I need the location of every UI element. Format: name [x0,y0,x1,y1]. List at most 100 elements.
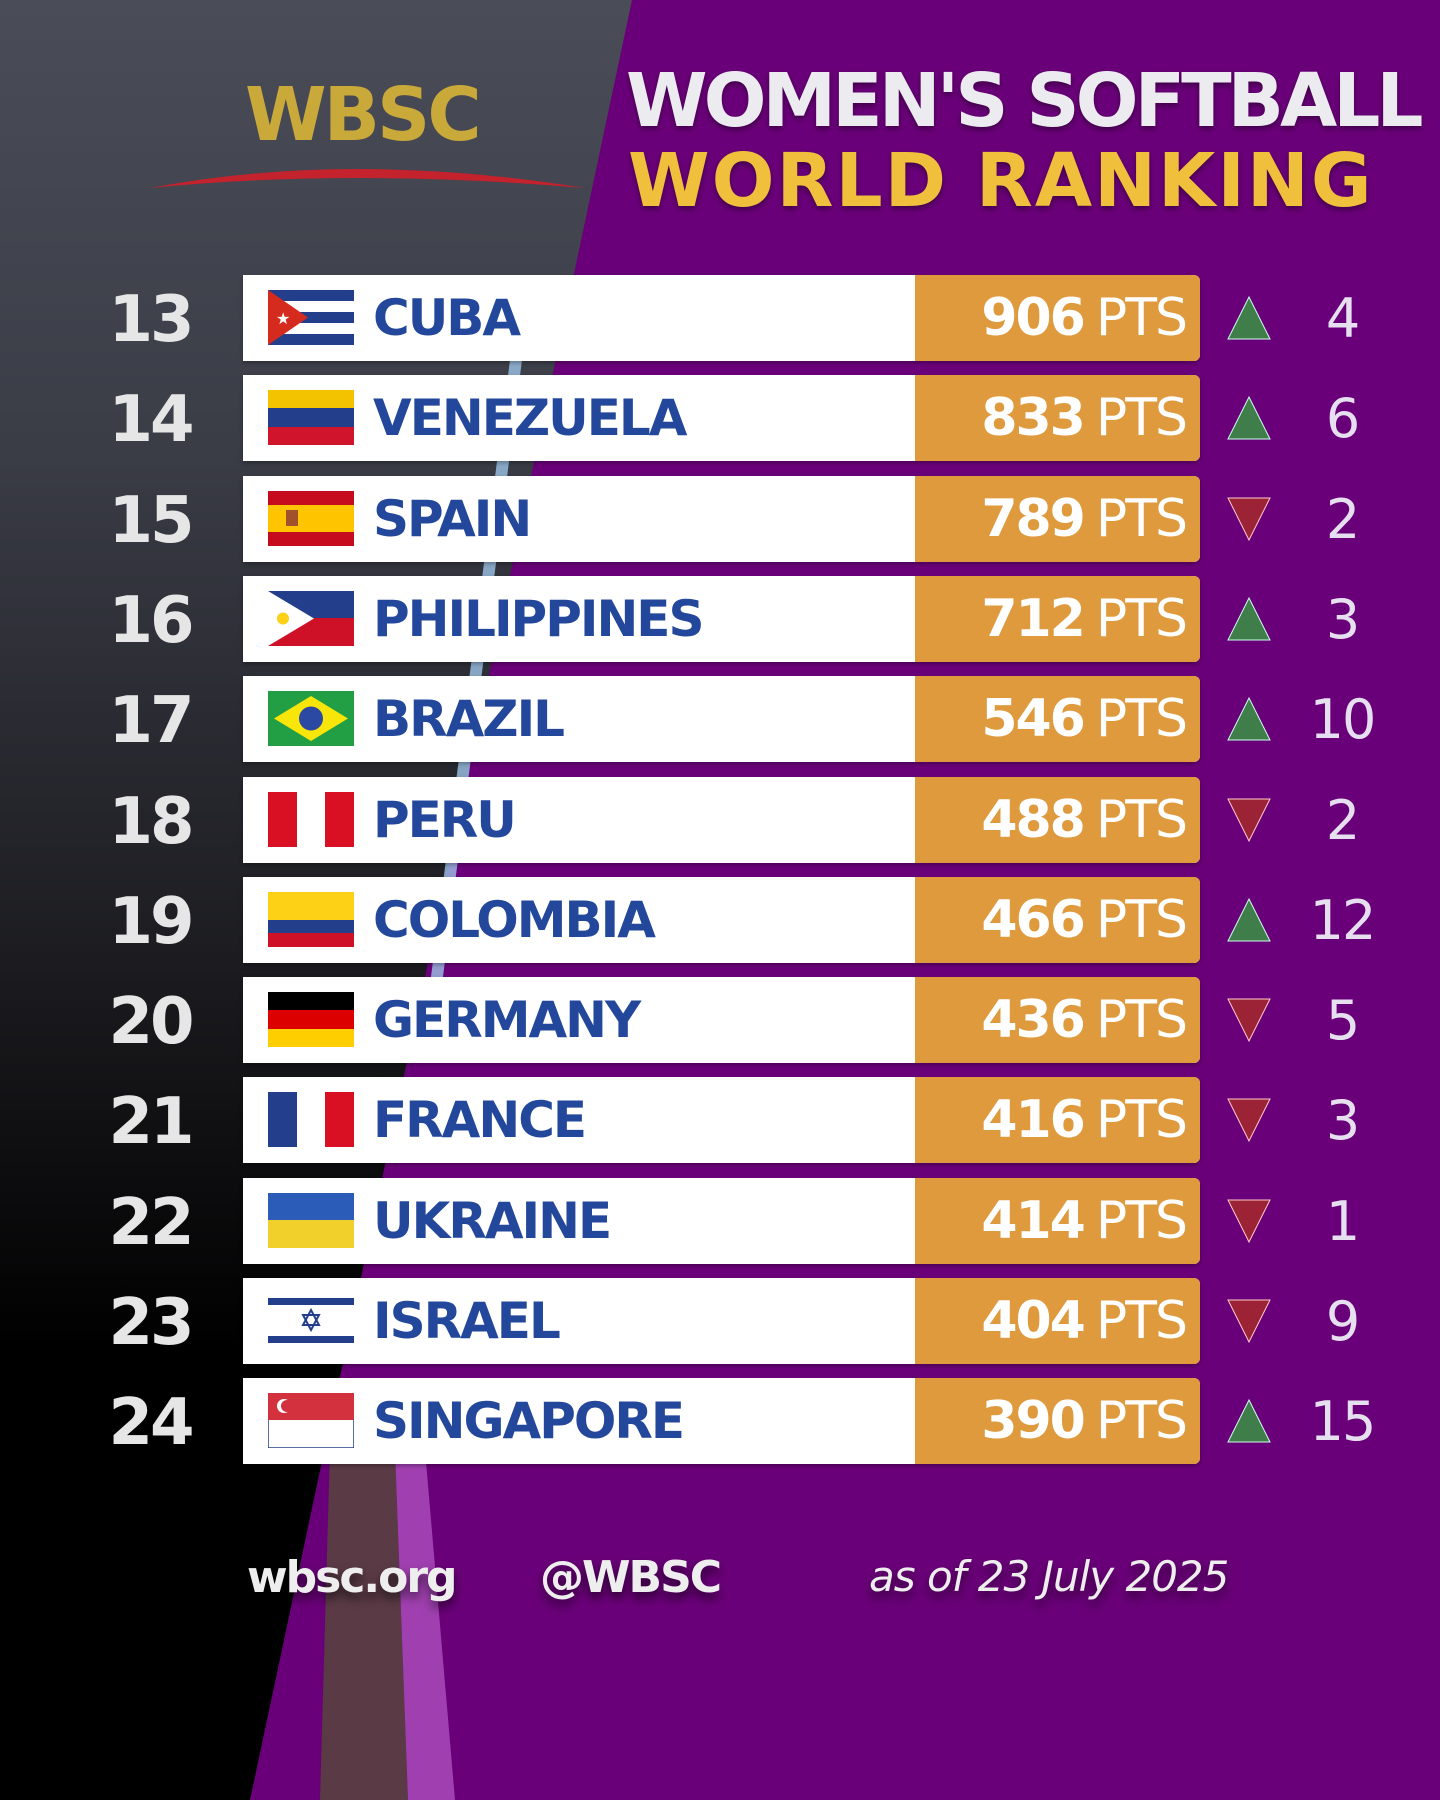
country-name: COLOMBIA [373,890,656,949]
country-bar: SPAIN 789 PTS [243,475,1200,562]
footer-handle[interactable]: @WBSC [540,1552,722,1603]
points-value: 414 [981,1190,1086,1251]
ranking-row: 15 SPAIN 789 PTS 2 [0,475,1440,562]
country-bar: COLOMBIA 466 PTS [243,876,1200,963]
rank-change: 4 [1325,287,1360,350]
rank-number: 15 [108,483,194,558]
cuba-flag-icon: ★ [268,290,354,345]
ranking-row: 19 COLOMBIA 466 PTS 12 [0,876,1440,963]
points-box: 789 PTS [915,475,1200,562]
ranking-row: 24 SINGAPORE 390 PTS 15 [0,1378,1440,1465]
ranking-row: 21 FRANCE 416 PTS 3 [0,1077,1440,1164]
country-bar: UKRAINE 414 PTS [243,1177,1200,1264]
rank-change: 2 [1325,487,1360,551]
points-label: PTS [1095,488,1188,549]
rank-number: 18 [108,784,194,859]
footer-website[interactable]: wbsc.org [247,1552,458,1603]
arrow-up-icon [1227,596,1271,641]
ranking-row: 22 UKRAINE 414 PTS 1 [0,1177,1440,1264]
ranking-row: 23 ISRAEL 404 PTS 9 [0,1278,1440,1364]
rank-change: 5 [1325,989,1360,1053]
philippines-flag-icon [268,590,354,646]
peru-flag-icon [268,791,354,847]
rank-change: 6 [1325,387,1360,451]
rank-number: 23 [108,1286,194,1360]
points-value: 833 [981,388,1086,449]
rank-number: 21 [108,1085,194,1160]
logo-swoosh-icon [150,169,585,188]
points-label: PTS [1095,1291,1188,1351]
rank-change: 3 [1325,587,1360,651]
points-box: 404 PTS [915,1278,1200,1364]
points-label: PTS [1095,990,1188,1051]
country-bar: BRAZIL 546 PTS [243,676,1200,763]
singapore-flag-icon [268,1393,354,1449]
points-value: 789 [981,488,1086,549]
rank-change: 9 [1325,1290,1360,1353]
points-value: 906 [981,288,1086,348]
arrow-up-icon [1227,1399,1271,1443]
colombia-flag-icon [268,891,354,947]
points-box: 466 PTS [915,876,1200,963]
points-label: PTS [1095,1090,1188,1151]
country-bar: VENEZUELA 833 PTS [243,375,1200,462]
rank-number: 13 [108,283,194,357]
points-label: PTS [1095,1190,1188,1251]
country-name: FRANCE [373,1091,587,1150]
country-name: ISRAEL [373,1292,561,1350]
points-value: 390 [981,1391,1086,1452]
rank-number: 16 [108,583,194,658]
country-bar: SINGAPORE 390 PTS [243,1378,1200,1465]
rank-number: 20 [108,985,194,1060]
wbsc-logo: WBSC [245,72,482,158]
ranking-row: 18 PERU 488 PTS 2 [0,776,1440,863]
points-box: 436 PTS [915,977,1200,1064]
country-name: PERU [373,790,517,849]
rank-number: 17 [108,684,194,759]
country-bar: PHILIPPINES 712 PTS [243,575,1200,662]
points-label: PTS [1095,388,1188,449]
rank-number: 14 [108,383,194,458]
rank-change: 10 [1309,688,1377,752]
arrow-up-icon [1227,897,1271,942]
title-line-1: WOMEN'S SOFTBALL [626,58,1424,144]
arrow-down-icon [1227,998,1271,1043]
rank-change: 3 [1325,1089,1360,1153]
points-value: 488 [981,789,1086,850]
points-value: 436 [981,990,1086,1051]
points-label: PTS [1095,288,1188,348]
arrow-down-icon [1227,497,1271,541]
points-label: PTS [1095,789,1188,850]
points-label: PTS [1095,588,1188,649]
ranking-row: 13 ★ CUBA 906 PTS 4 [0,275,1440,361]
rank-number: 24 [108,1386,194,1461]
points-label: PTS [1095,1391,1188,1452]
country-bar: GERMANY 436 PTS [243,977,1200,1064]
country-name: GERMANY [373,991,641,1050]
svg-text:★: ★ [276,309,290,328]
israel-flag-icon [268,1293,354,1348]
points-value: 546 [981,689,1086,750]
arrow-down-icon [1227,1199,1271,1243]
france-flag-icon [268,1092,354,1148]
footer-date: as of 23 July 2025 [869,1552,1229,1601]
arrow-down-icon [1227,1098,1271,1143]
points-box: 833 PTS [915,375,1200,462]
country-bar: ISRAEL 404 PTS [243,1278,1200,1364]
country-bar: ★ CUBA 906 PTS [243,275,1200,361]
spain-flag-icon [268,490,354,546]
rank-number: 19 [108,884,194,959]
germany-flag-icon [268,992,354,1048]
country-name: PHILIPPINES [373,589,704,648]
points-box: 416 PTS [915,1077,1200,1164]
points-value: 466 [981,889,1086,950]
country-bar: PERU 488 PTS [243,776,1200,863]
ukraine-flag-icon [268,1192,354,1248]
title-line-2: WORLD RANKING [628,138,1374,224]
points-value: 712 [981,588,1086,649]
arrow-up-icon [1227,295,1271,340]
venezuela-flag-icon [268,390,354,446]
points-box: 712 PTS [915,575,1200,662]
rank-change: 1 [1325,1189,1360,1253]
points-box: 906 PTS [915,275,1200,361]
